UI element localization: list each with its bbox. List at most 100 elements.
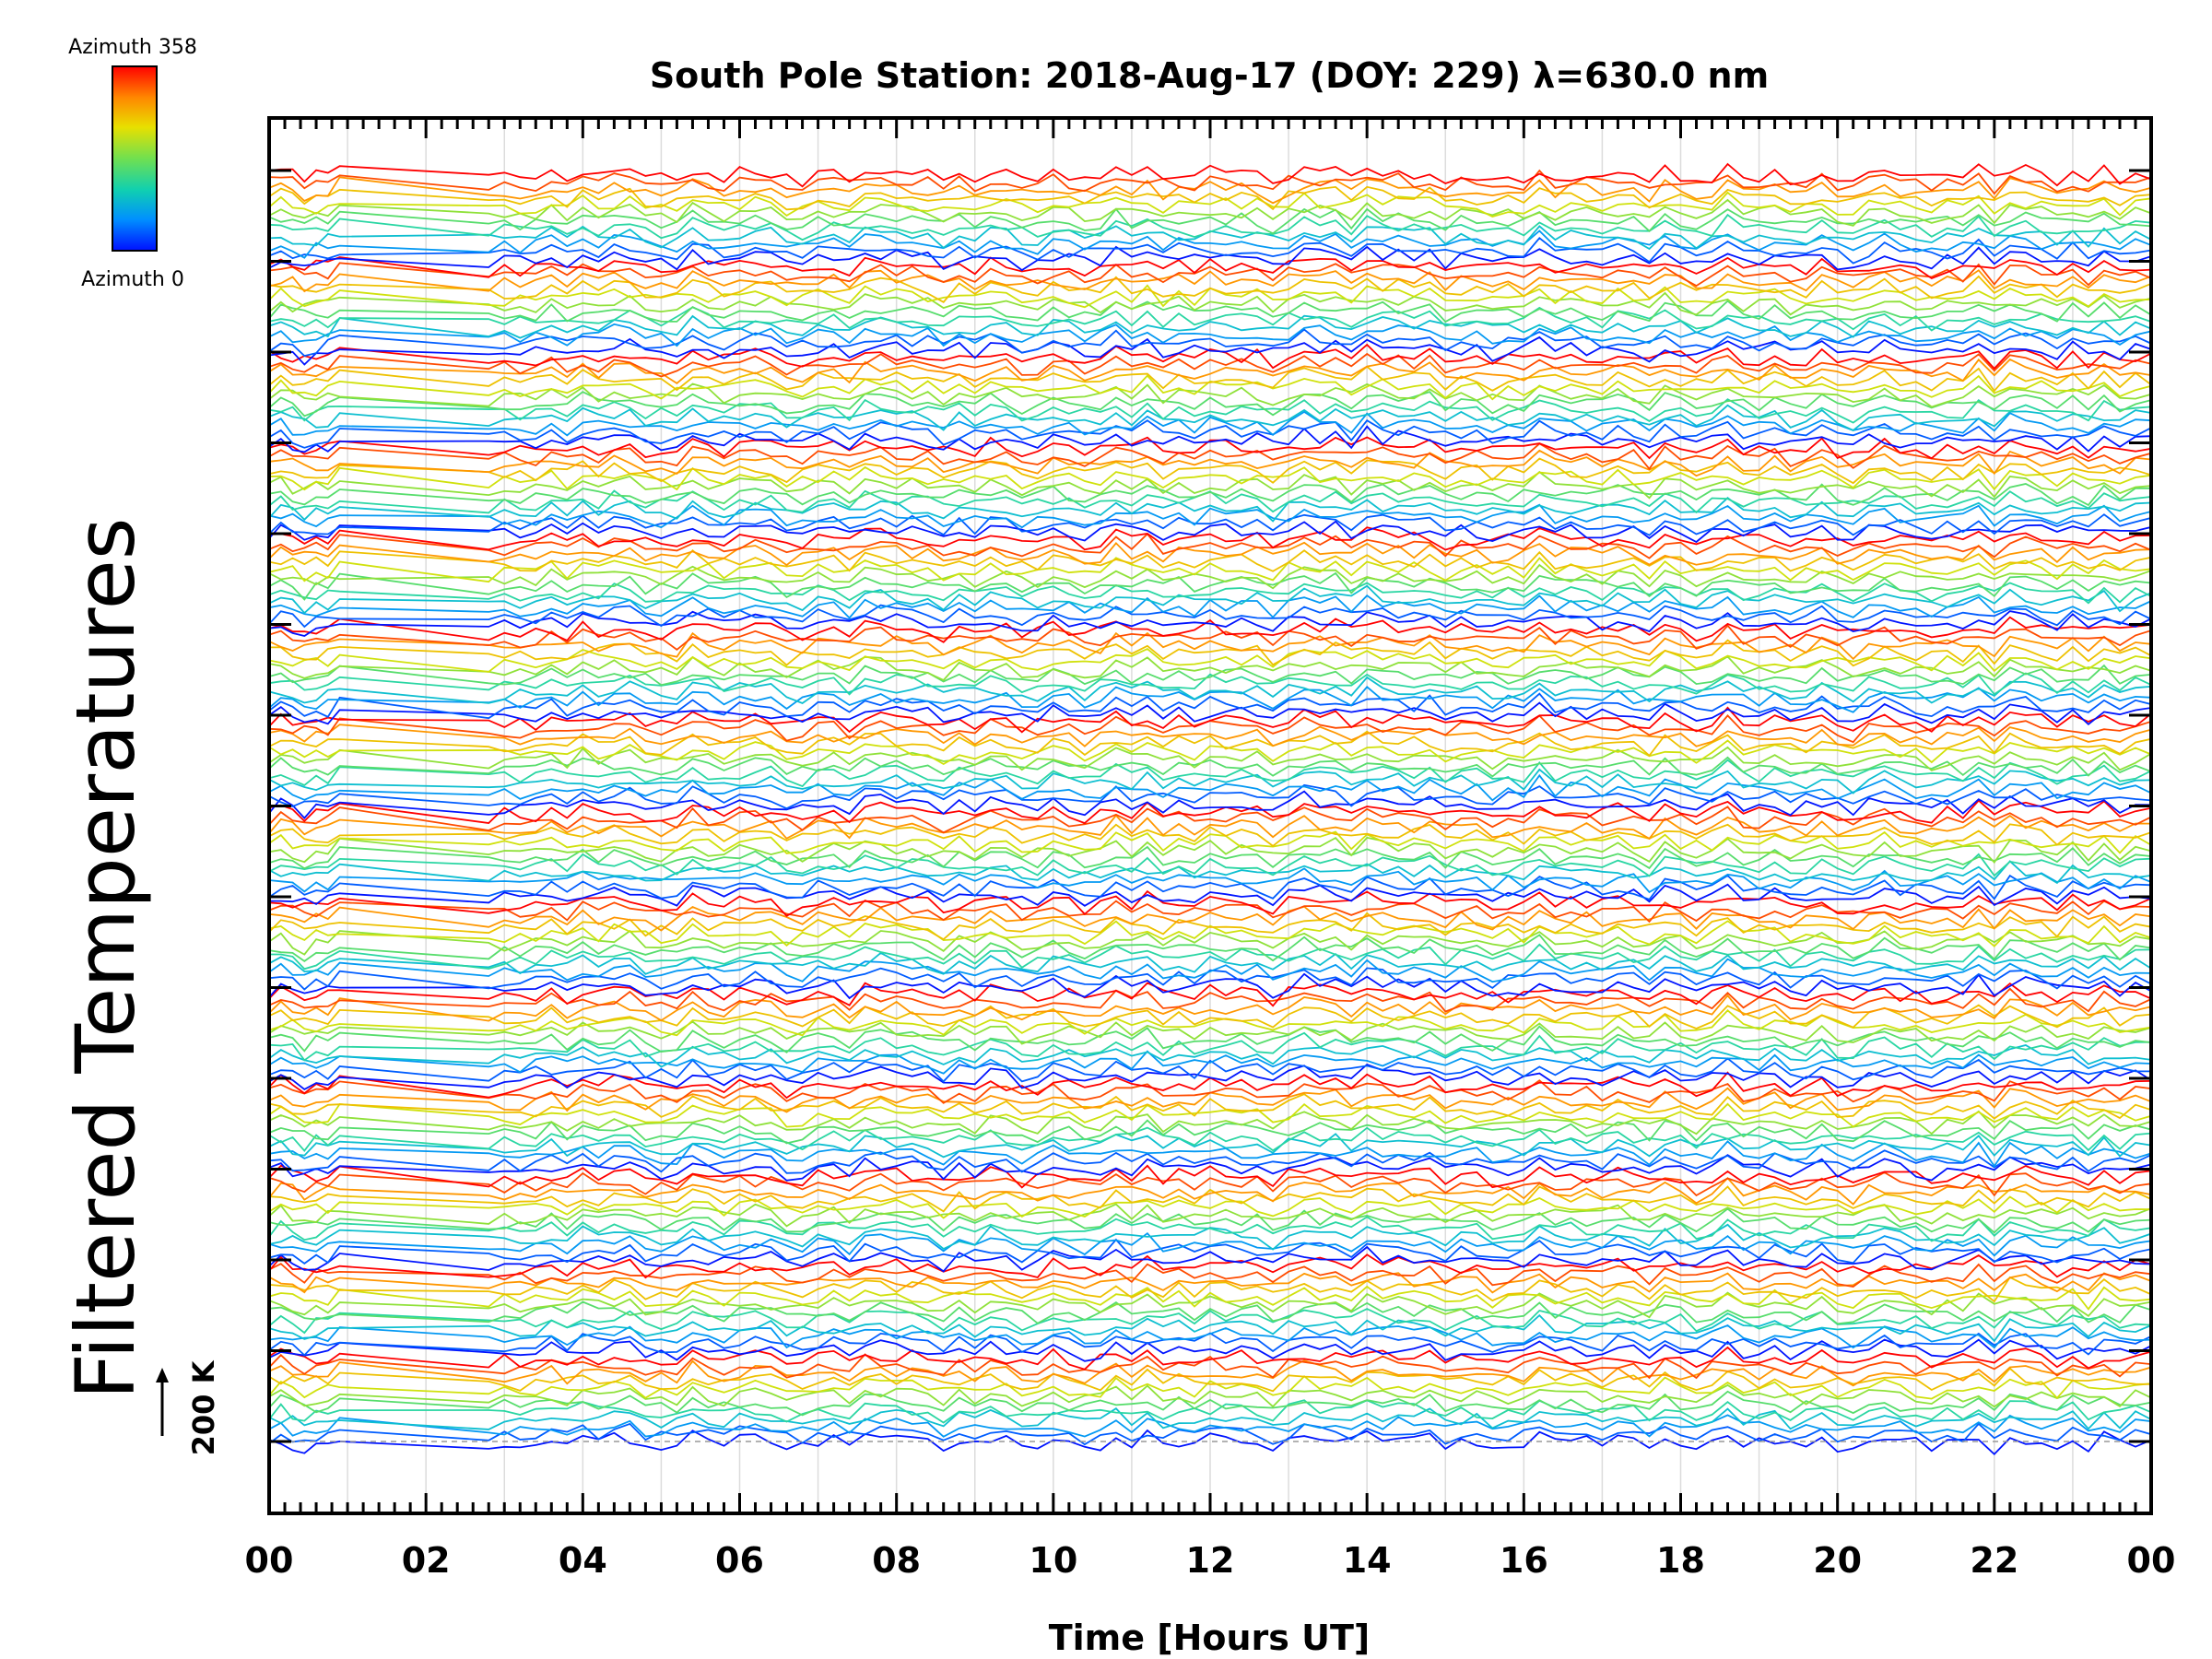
trace-line [269,1313,2151,1343]
trace-line [269,814,2151,841]
trace-line [269,185,2151,211]
trace-line [269,830,2151,854]
trace-line [269,714,2151,744]
trace-line [269,1390,2151,1417]
trace-line [269,1025,2151,1053]
trace-line [269,162,2151,188]
trace-line [269,284,2151,309]
trace-line [269,676,2151,705]
trace-line [269,860,2151,885]
trace-line [269,1291,2151,1319]
trace-line [269,594,2151,619]
trace-line [269,706,2151,734]
trace-line [269,874,2151,900]
trace-line [269,1087,2151,1113]
trace-line [269,306,2151,332]
trace-line [269,958,2151,983]
trace-line [269,520,2151,544]
trace-line [269,1071,2151,1100]
trace-line [269,269,2151,293]
trace-line [269,1110,2151,1135]
x-tick-labels: 00 02 04 06 08 10 12 14 16 18 20 22 00 [245,1540,2176,1581]
trace-line [269,686,2151,713]
trace-line [269,343,2151,371]
x-tick-label: 20 [1813,1540,1862,1581]
trace-line [269,867,2151,894]
trace-line [269,245,2151,272]
trace-line [269,1253,2151,1279]
trace-line [269,1272,2151,1294]
trace-line [269,1245,2151,1273]
trace-line [269,730,2151,758]
trace-line [269,920,2151,947]
trace-line [269,275,2151,303]
trace-line [269,352,2151,378]
trace-line [269,883,2151,907]
trace-line [269,1063,2151,1090]
trace-line [269,889,2151,917]
x-axis-label: Time [Hours UT] [1049,1618,1371,1658]
trace-line [269,1399,2151,1424]
trace-line [269,994,2151,1022]
x-tick-label: 12 [1186,1540,1235,1581]
trace-line [269,768,2151,794]
trace-line [269,526,2151,551]
trace-line [269,229,2151,259]
trace-line [269,951,2151,975]
trace-line [269,1429,2151,1456]
trace-line [269,1185,2151,1213]
chart-title: South Pole Station: 2018-Aug-17 (DOY: 22… [650,55,1769,96]
y-axis-label: Filtered Temperatures [58,517,153,1399]
trace-line [269,1020,2151,1045]
x-tick-label: 00 [245,1540,294,1581]
trace-line [269,1126,2151,1153]
x-tick-label: 18 [1656,1540,1705,1581]
trace-line [269,1231,2151,1257]
trace-line [269,483,2151,507]
trace-line [269,604,2151,629]
scale-bar-label: 200 K [186,1359,221,1455]
trace-line [269,1176,2151,1206]
trace-line [269,672,2151,696]
x-tick-label: 16 [1500,1540,1548,1581]
trace-line [269,1195,2151,1219]
trace-line [269,1149,2151,1174]
trace-line [269,176,2151,205]
trace-line [269,497,2151,523]
trace-line [269,1338,2151,1362]
colorbar-gradient [112,65,158,252]
trace-line [269,198,2151,227]
x-tick-label: 08 [872,1540,921,1581]
trace-line [269,457,2151,485]
trace-line [269,1009,2151,1037]
trace-line [269,836,2151,865]
trace-line [269,1308,2151,1335]
trace-line [269,1216,2151,1242]
trace-line [269,314,2151,339]
trace-line [269,1093,2151,1120]
trace-line [269,169,2151,195]
trace-line [269,631,2151,661]
trace-line [269,610,2151,637]
trace-line [269,291,2151,316]
trace-line [269,982,2151,1007]
trace-line [269,1050,2151,1075]
trace-line [269,541,2151,567]
trace-line [269,987,2151,1013]
trace-line [269,1422,2151,1446]
trace-line [269,262,2151,288]
trace-line [269,213,2151,241]
trace-line [269,1164,2151,1189]
trace-line [269,300,2151,324]
trace-line [269,425,2151,453]
trace-line [269,1414,2151,1438]
trace-line [269,1238,2151,1265]
trace-line [269,489,2151,514]
trace-line [269,648,2151,673]
trace-line [269,692,2151,720]
trace-line [269,557,2151,583]
x-tick-label: 06 [715,1540,764,1581]
trace-line [269,756,2151,778]
trace-line [269,724,2151,747]
trace-line [269,1263,2151,1288]
